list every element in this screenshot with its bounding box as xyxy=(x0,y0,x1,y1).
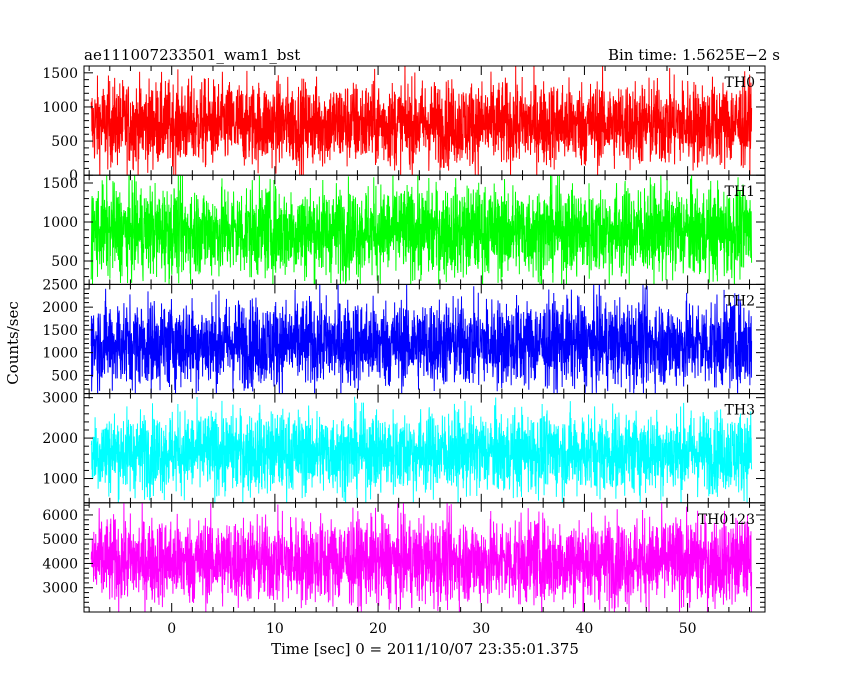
x-tick-label: 30 xyxy=(472,621,490,637)
x-axis-label: Time [sec] 0 = 2011/10/07 23:35:01.375 xyxy=(271,640,579,658)
panel-th1: 500 1000 1500 TH1 xyxy=(42,174,766,285)
panel-label-th2: TH2 xyxy=(725,293,755,309)
x-tick-label: 10 xyxy=(266,621,284,637)
x-tick-label: 50 xyxy=(679,621,697,637)
observation-id-label: ae111007233501_wam1_bst xyxy=(84,46,300,64)
y-tick-label: 1500 xyxy=(42,66,78,82)
x-tick-label: 0 xyxy=(167,621,176,637)
x-tick-label: 40 xyxy=(576,621,594,637)
y-tick-label: 2500 xyxy=(42,277,78,293)
panel-label-th3: TH3 xyxy=(725,403,755,419)
panel-label-th0123: TH0123 xyxy=(698,512,755,528)
series-th0123-line xyxy=(90,502,753,612)
y-tick-label: 3000 xyxy=(42,581,78,597)
y-tick-label: 5000 xyxy=(42,532,78,548)
y-tick-label: 500 xyxy=(51,254,78,270)
panel-th0123: 3000 4000 5000 6000 TH0123 xyxy=(42,502,766,613)
panel-label-th1: TH1 xyxy=(725,184,755,200)
panel-th0: 0 500 1000 1500 TH0 xyxy=(42,65,766,184)
y-tick-label: 2000 xyxy=(42,300,78,316)
y-tick-label: 0 xyxy=(69,168,78,184)
panel-th2: 500 1000 1500 2000 2500 TH2 xyxy=(42,277,766,395)
y-tick-label: 1500 xyxy=(42,323,78,339)
series-th0-line xyxy=(90,66,753,176)
y-tick-label: 1000 xyxy=(42,346,78,362)
y-tick-label: 4000 xyxy=(42,556,78,572)
panel-frame xyxy=(83,502,766,613)
y-axis-label: Counts/sec xyxy=(4,301,22,385)
y-tick-label: 500 xyxy=(51,134,78,150)
y-tick-label: 1000 xyxy=(42,215,78,231)
bin-time-label: Bin time: 1.5625E−2 s xyxy=(608,46,780,64)
y-tick-label: 1000 xyxy=(42,100,78,116)
y-tick-label: 2000 xyxy=(42,431,78,447)
series-th1-line xyxy=(90,175,753,285)
series-th2-line xyxy=(90,284,753,394)
series-th3-line xyxy=(90,396,753,503)
y-tick-label: 3000 xyxy=(42,391,78,407)
panels-group: 050010001500TH050010001500TH150010001500… xyxy=(42,65,766,637)
panel-th3: 1000 2000 3000 TH3 xyxy=(42,391,766,504)
y-tick-label: 6000 xyxy=(42,508,78,524)
y-tick-label: 1000 xyxy=(42,472,78,488)
y-tick-label: 1500 xyxy=(42,176,78,192)
y-tick-label: 500 xyxy=(51,368,78,384)
panel-label-th0: TH0 xyxy=(725,75,755,91)
x-tick-label: 20 xyxy=(369,621,387,637)
